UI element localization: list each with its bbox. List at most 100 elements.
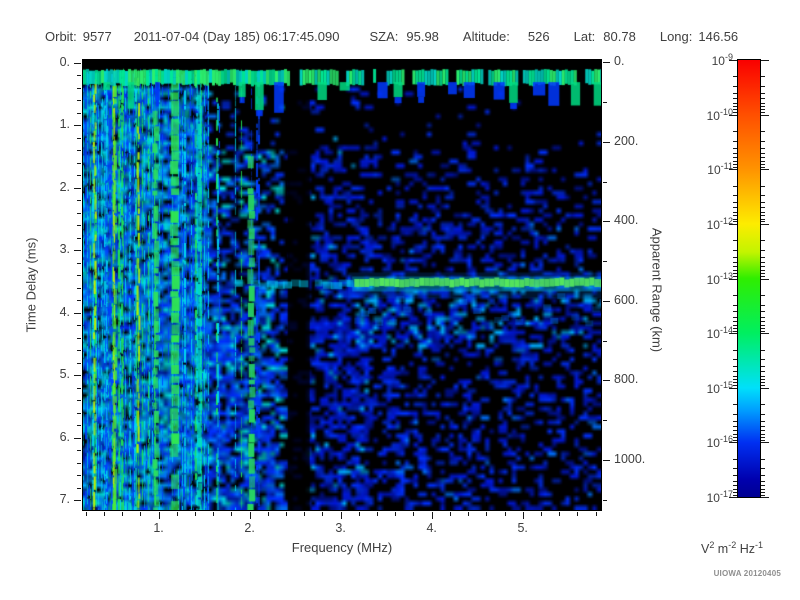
colorbar-minor-tick [761,371,765,373]
y-axis-tick-label: 1. [59,117,70,131]
colorbar-major-tick [729,223,737,225]
sza-value: 95.98 [406,29,439,44]
colorbar-minor-tick [761,491,765,493]
colorbar-minor-tick [761,304,765,306]
x-axis-tick-label: 5. [517,521,528,535]
range-axis-minor-tick [603,261,607,263]
colorbar-minor-tick [761,468,765,470]
colorbar-major-tick [761,169,769,171]
colorbar-unit-label: V2 m-2 Hz-1 [700,540,763,557]
x-axis-tick-label: 3. [335,521,346,535]
x-axis-minor-tick [304,512,306,516]
colorbar-minor-tick [761,327,765,329]
colorbar-minor-tick [761,215,765,217]
x-axis-minor-tick [194,512,196,516]
colorbar-minor-tick [761,106,765,108]
header-info: Orbit: 9577 2011-07-04 (Day 185) 06:17:4… [45,29,738,44]
colorbar-major-tick [761,333,769,335]
y-axis-minor-tick [77,150,81,151]
y-axis-minor-tick [77,275,81,276]
colorbar-major-tick [729,60,737,61]
y-axis-minor-tick [77,175,81,176]
colorbar-major-tick [729,333,737,335]
range-axis-minor-tick [603,499,607,501]
colorbar-major-tick [729,278,737,280]
colorbar-tick-label: 10-14 [706,325,733,342]
colorbar-minor-tick [761,375,765,377]
long-field: Long: 146.56 [660,29,738,44]
colorbar-minor-tick [761,349,765,351]
x-axis-minor-tick [577,512,579,516]
y-axis-minor-tick [77,287,81,289]
colorbar-major-tick [729,442,737,444]
y-axis-tick-label: 5. [59,367,70,381]
x-axis-major-tick [249,512,251,519]
y-axis-minor-tick [77,387,81,389]
y-axis-tick-label: 0. [59,54,70,69]
y-axis-minor-tick [77,325,81,326]
long-label: Long: [659,29,693,44]
x-axis-minor-tick [176,512,178,516]
colorbar-minor-tick [761,270,765,272]
colorbar-minor-tick [761,185,765,187]
colorbar-major-tick [729,169,737,171]
y-axis-tick-label: 7. [59,492,70,506]
colorbar-minor-tick [761,98,765,100]
colorbar-minor-tick [761,359,765,361]
range-axis-minor-tick [603,340,607,342]
colorbar-minor-tick [761,425,765,427]
colorbar-tick-label: 10-13 [706,270,733,287]
colorbar-minor-tick [761,437,765,439]
colorbar-minor-tick [761,321,765,322]
colorbar-minor-tick [761,163,765,165]
x-axis-major-tick [522,512,524,519]
colorbar-minor-tick [761,207,765,209]
colorbar-tick-label: 10-15 [706,379,733,396]
sza-label: SZA: [369,29,399,44]
y-axis-minor-tick [77,462,81,464]
colorbar-minor-tick [761,488,765,490]
x-axis-minor-tick [468,512,470,516]
x-axis-minor-tick [395,512,397,516]
x-axis-minor-tick [377,512,379,516]
colorbar-minor-tick [761,86,765,88]
y-axis-tick-label: 6. [59,429,70,444]
frequency-axis-title: Frequency (MHz) [291,540,393,555]
colorbar-minor-tick [761,330,765,332]
colorbar-minor-tick [761,430,765,432]
orbit-field: Orbit: 9577 [45,29,112,44]
colorbar-major-tick [761,278,769,280]
y-axis-minor-tick [77,225,81,226]
y-axis-minor-tick [77,450,81,451]
range-axis-major-tick [603,221,610,223]
y-axis-minor-tick [77,200,81,201]
y-axis-minor-tick [77,262,81,264]
colorbar-tick-label: 10-17 [706,489,733,505]
colorbar-minor-tick [761,379,765,381]
lat-value: 80.78 [603,29,636,44]
colorbar-minor-tick [761,76,765,78]
colorbar-minor-tick [761,439,765,441]
x-axis-minor-tick [231,512,233,516]
colorbar-minor-tick [761,273,765,275]
colorbar-major-tick [729,497,737,498]
colorbar-tick-label: 10-10 [706,106,733,123]
colorbar-minor-tick [761,324,765,326]
colorbar-minor-tick [761,92,765,94]
colorbar-minor-tick [761,311,765,313]
colorbar-minor-tick [761,366,765,367]
colorbar-major-tick [761,442,769,444]
x-axis-minor-tick [122,512,124,516]
y-axis-major-tick [74,250,81,251]
colorbar-minor-tick [761,152,765,154]
lat-label: Lat: [573,29,596,44]
colorbar-minor-tick [761,147,765,149]
x-axis-minor-tick [504,512,506,516]
colorbar-major-tick [761,223,769,225]
range-axis-major-tick [603,300,610,302]
x-axis-minor-tick [358,512,360,516]
altitude-field: Altitude: 526 [463,29,550,44]
range-axis-minor-tick [603,102,607,104]
colorbar-minor-tick [761,211,765,213]
x-axis-minor-tick [140,512,142,516]
